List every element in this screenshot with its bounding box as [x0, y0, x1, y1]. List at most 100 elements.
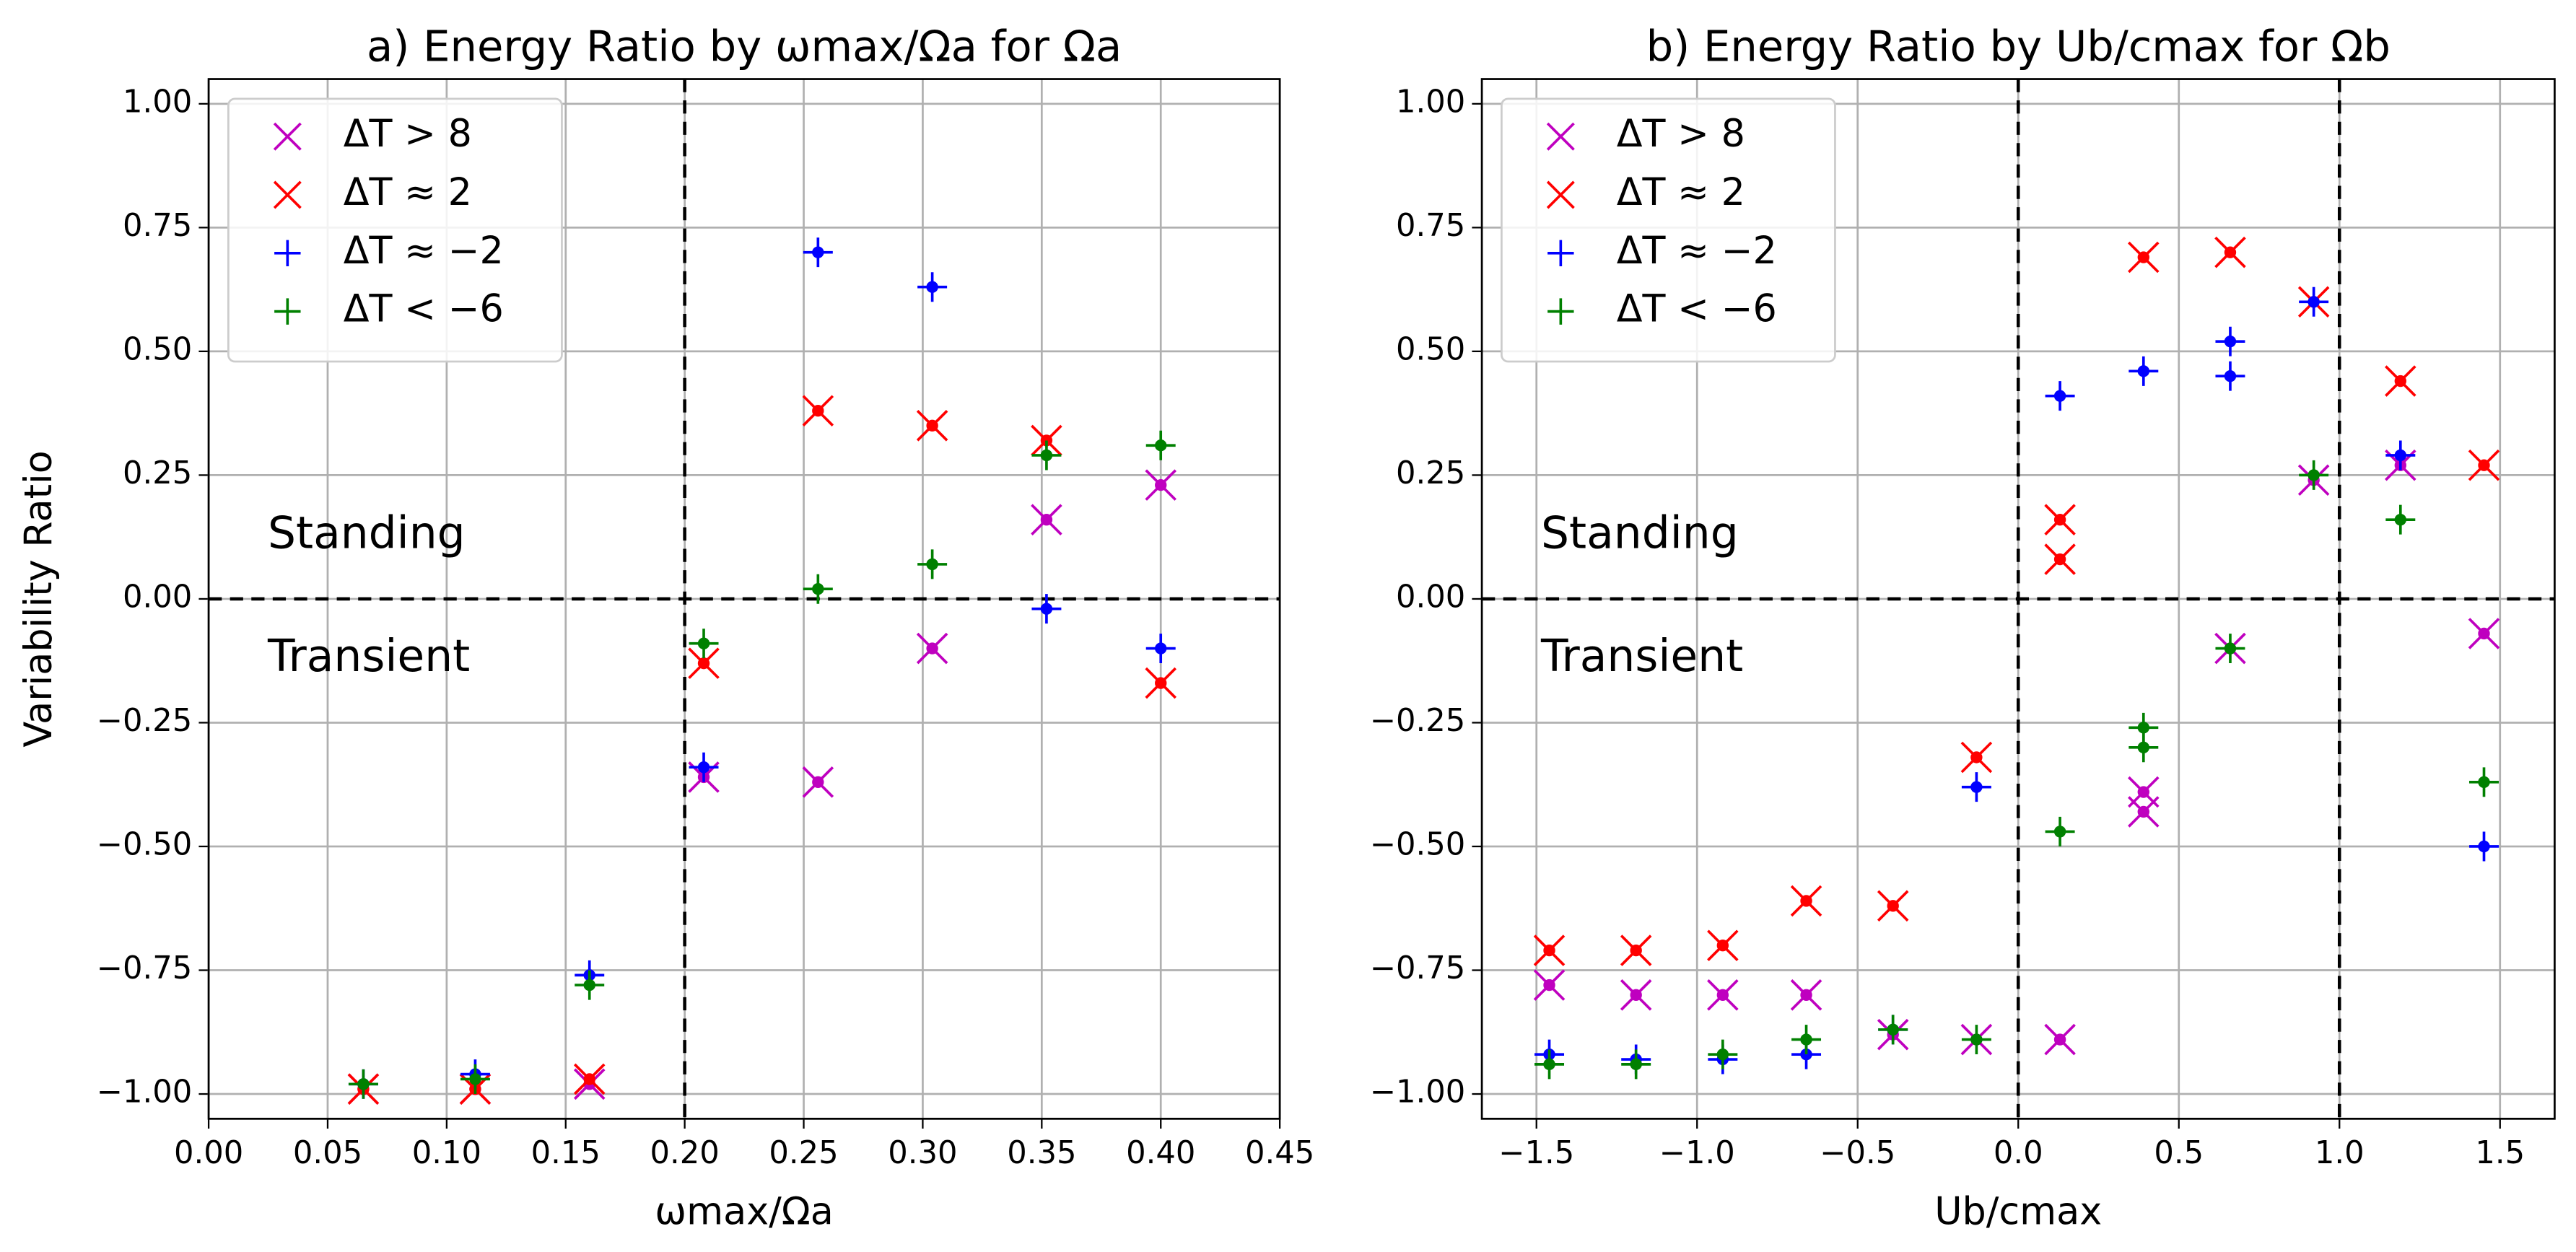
data-point — [2385, 504, 2416, 535]
legend-label: ΔT ≈ −2 — [1617, 229, 1777, 273]
marker-dot — [1800, 895, 1812, 907]
marker-dot — [1970, 1033, 1983, 1046]
data-point — [916, 410, 948, 442]
data-point — [1031, 440, 1062, 470]
legend-label: ΔT ≈ 2 — [1617, 170, 1745, 214]
marker-dot — [1630, 989, 1642, 1002]
marker-dot — [2478, 627, 2490, 640]
marker-dot — [2137, 805, 2149, 818]
data-point — [1620, 979, 1652, 1011]
data-point — [2128, 241, 2160, 273]
marker-dot — [1155, 642, 1167, 655]
marker-dot — [1716, 989, 1729, 1002]
y-tick-label: −0.50 — [1370, 826, 1466, 862]
data-point — [2044, 543, 2076, 575]
data-point — [1145, 667, 1176, 699]
data-point — [1145, 469, 1176, 501]
data-point — [2128, 796, 2160, 828]
plot-frame — [207, 78, 1281, 1120]
data-point — [1145, 634, 1176, 664]
marker-dot — [926, 419, 938, 432]
data-point — [1961, 1025, 1991, 1055]
y-tick-label: 0.25 — [123, 455, 192, 491]
legend-box — [227, 97, 563, 363]
marker-dot — [1543, 979, 1555, 991]
marker-dot — [2053, 513, 2066, 526]
marker-dot — [1630, 944, 1642, 957]
marker-dot — [812, 583, 824, 595]
marker-dot — [1800, 989, 1812, 1002]
data-point — [2044, 1023, 2076, 1056]
data-point — [460, 1064, 490, 1094]
annotation: Transient — [1540, 631, 1743, 682]
legend-label: ΔT > 8 — [1617, 112, 1745, 156]
y-tick-label: −1.00 — [97, 1074, 193, 1111]
data-point — [1534, 1049, 1565, 1080]
y-tick-label: 0.50 — [1396, 331, 1465, 367]
marker-dot — [2224, 246, 2237, 258]
marker-dot — [2137, 251, 2149, 263]
data-point — [1960, 741, 1993, 774]
marker-dot — [357, 1078, 370, 1090]
data-point — [1031, 504, 1062, 535]
data-point — [573, 1063, 606, 1095]
data-point — [917, 272, 948, 302]
marker-dot — [697, 637, 710, 649]
marker-dot — [926, 558, 938, 571]
marker-dot — [1155, 439, 1167, 452]
marker-dot — [1716, 940, 1729, 952]
marker-dot — [812, 405, 824, 417]
data-point — [2215, 326, 2245, 356]
marker-dot — [1543, 1058, 1555, 1071]
x-tick-label: 0.35 — [1007, 1135, 1076, 1171]
legend-label: ΔT > 8 — [344, 112, 472, 156]
data-point — [1961, 772, 1991, 802]
data-point — [1031, 424, 1062, 457]
chart-title: a) Energy Ratio by ωmax/Ωa for Ωa — [367, 22, 1122, 71]
data-point — [1790, 885, 1822, 917]
x-tick-label: 0.5 — [2154, 1135, 2204, 1171]
legend-marker — [274, 298, 301, 325]
data-point — [1620, 934, 1652, 966]
data-point — [1707, 929, 1739, 961]
legend-label: ΔT ≈ 2 — [344, 170, 472, 214]
data-point — [2129, 356, 2159, 386]
data-point — [1878, 1015, 1908, 1045]
chart-title: b) Energy Ratio by Ub/cmax for Ωb — [1646, 22, 2391, 71]
marker-dot — [1040, 603, 1053, 615]
data-point — [688, 647, 720, 679]
data-point — [1621, 1049, 1651, 1080]
marker-dot — [697, 657, 710, 670]
marker-dot — [2478, 459, 2490, 471]
data-point — [2299, 286, 2329, 317]
data-point — [802, 766, 834, 798]
marker-dot — [1970, 751, 1983, 763]
marker-dot — [2478, 840, 2490, 853]
x-tick-label: 0.15 — [531, 1135, 601, 1171]
marker-dot — [583, 1073, 595, 1085]
marker-dot — [583, 979, 595, 991]
marker-dot — [812, 776, 824, 788]
x-tick-label: 0.10 — [412, 1135, 481, 1171]
marker-dot — [1155, 478, 1167, 491]
marker-dot — [1970, 781, 1983, 793]
data-point — [1708, 1039, 1738, 1069]
annotation: Standing — [268, 507, 466, 559]
legend-label: ΔT ≈ −2 — [344, 229, 504, 273]
legend-marker — [273, 122, 302, 151]
y-tick-label: 0.25 — [1396, 455, 1465, 491]
marker-dot — [2053, 390, 2066, 402]
data-point — [1707, 979, 1739, 1011]
panel: b) Energy Ratio by Ub/cmax for Ωb −1.00 −0… — [1370, 22, 2556, 1233]
legend-marker — [274, 240, 301, 267]
marker-dot — [2053, 1033, 2066, 1046]
data-point — [2469, 831, 2499, 862]
data-point — [575, 970, 605, 1000]
marker-dot — [926, 281, 938, 293]
data-point — [2469, 767, 2499, 797]
y-tick-label: −0.75 — [1370, 950, 1466, 986]
marker-dot — [2137, 365, 2149, 377]
marker-dot — [1630, 1058, 1642, 1071]
legend-marker — [1547, 298, 1574, 325]
